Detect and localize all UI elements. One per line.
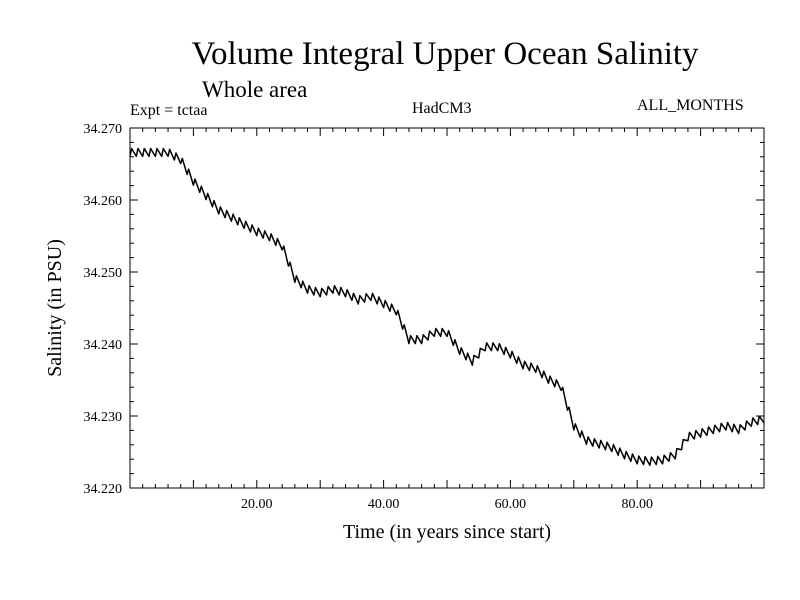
chart-subtitle: Whole area xyxy=(202,77,308,102)
months-label: ALL_MONTHS xyxy=(637,97,744,114)
y-tick-label: 34.270 xyxy=(84,122,123,137)
axis-tick-labels: 20.00 40.00 60.00 80.00 34.220 34.230 34.240 34… xyxy=(84,122,653,512)
chart-title: Volume Integral Upper Ocean Salinity xyxy=(191,36,699,72)
x-tick-label: 40.00 xyxy=(368,497,400,512)
experiment-label: Expt = tctaa xyxy=(130,102,208,119)
y-tick-label: 34.260 xyxy=(84,194,123,209)
x-tick-label: 20.00 xyxy=(241,497,273,512)
axis-ticks xyxy=(130,128,764,488)
y-axis-label: Salinity (in PSU) xyxy=(44,239,66,377)
plot-frame xyxy=(129,127,765,489)
x-tick-label: 80.00 xyxy=(621,497,653,512)
y-tick-label: 34.220 xyxy=(84,482,123,497)
y-tick-label: 34.250 xyxy=(84,266,123,281)
y-tick-label: 34.230 xyxy=(84,410,123,425)
x-tick-label: 60.00 xyxy=(495,497,527,512)
salinity-series-line xyxy=(129,147,765,466)
y-tick-label: 34.240 xyxy=(84,338,123,353)
x-axis-label: Time (in years since start) xyxy=(343,521,551,543)
model-label: HadCM3 xyxy=(412,100,472,117)
